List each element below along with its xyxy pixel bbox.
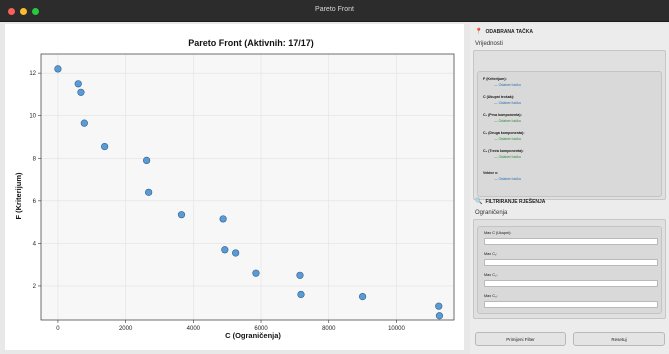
x-axis-label: C (Ograničenja) (225, 331, 281, 340)
field-value-vector-x: — Odaberi tačku (494, 177, 521, 181)
plot-area: 0 2000 4000 6000 8000 10000 2 4 6 8 10 12 (29, 53, 455, 332)
data-point[interactable] (177, 211, 186, 219)
constraints-group: Max C (Ukupni): Max C₁: Max C₂: Max C₃: (473, 219, 666, 319)
field-value-c2: — Odaberi tačku (494, 137, 521, 141)
chart-title: Pareto Front (Aktivnih: 17/17) (188, 38, 314, 48)
data-point[interactable] (80, 119, 88, 127)
selected-point-title: ODABRANA TAČKA (485, 28, 533, 35)
title-bar: Pareto Front (0, 0, 669, 22)
x-tick-label: 6000 (254, 326, 268, 332)
data-point[interactable] (219, 215, 227, 223)
side-panel: 📍 ODABRANA TAČKA Vrijednosti F (Kriterij… (470, 24, 669, 354)
constraints-box: Max C (Ukupni): Max C₁: Max C₂: Max C₃: (477, 226, 662, 314)
y-tick-label: 10 (29, 114, 36, 120)
max-c1-input[interactable] (484, 259, 658, 266)
field-label-c: C (Ukupni trošak): (483, 95, 515, 99)
field-label-c1: C₁ (Prva komponenta): (483, 113, 522, 117)
max-c3-input[interactable] (484, 301, 658, 308)
magnifier-icon: 🔍 (475, 199, 483, 205)
max-c-input[interactable] (484, 238, 658, 245)
field-label-vector-x: Vektor x: (483, 171, 499, 175)
y-tick-label: 4 (33, 241, 37, 247)
data-point[interactable] (143, 156, 151, 164)
max-c2-input[interactable] (484, 280, 658, 287)
data-point[interactable] (74, 80, 82, 88)
field-value-f: — Odaberi tačku (494, 83, 521, 87)
x-tick-label: 10000 (388, 326, 405, 332)
field-label-c3: C₃ (Treća komponenta): (483, 149, 524, 153)
window-title: Pareto Front (315, 6, 354, 13)
axes-frame (40, 53, 455, 321)
field-value-c3: — Odaberi tačku (494, 155, 521, 159)
constraints-group-label: Ograničenja (475, 210, 508, 216)
data-point[interactable] (296, 271, 304, 279)
x-tick-label: 4000 (187, 326, 201, 332)
data-point[interactable] (101, 142, 109, 151)
filter-title: FILTRIRANJE RJEŠENJA (485, 198, 546, 205)
max-c1-label: Max C₁: (484, 252, 498, 256)
data-point[interactable] (435, 312, 444, 320)
data-point[interactable] (221, 246, 229, 254)
field-value-c1: — Odaberi tačku (494, 119, 521, 123)
close-window-button[interactable] (8, 8, 15, 15)
plot-panel: Pareto Front (Aktivnih: 17/17) 0 2000 4000… (5, 24, 464, 350)
x-tick-label: 2000 (119, 326, 133, 332)
data-point[interactable] (358, 292, 367, 301)
y-axis-label: F (Kriterijum) (14, 172, 23, 220)
axes-background (41, 54, 454, 320)
y-tick-label: 2 (33, 284, 37, 290)
apply-filter-button[interactable]: Primijeni Filter (475, 332, 566, 346)
pareto-scatter-plot[interactable]: Pareto Front (Aktivnih: 17/17) 0 2000 4000… (5, 24, 464, 350)
zoom-window-button[interactable] (32, 8, 39, 15)
reset-button[interactable]: Resetuj (573, 332, 665, 346)
data-point[interactable] (54, 65, 62, 73)
field-label-f: F (Kriterijum): (483, 77, 507, 81)
max-c2-label: Max C₂: (484, 273, 498, 277)
data-point[interactable] (297, 290, 305, 299)
max-c3-label: Max C₃: (484, 294, 498, 298)
y-tick-label: 12 (29, 71, 36, 77)
data-point[interactable] (435, 302, 443, 310)
max-c-label: Max C (Ukupni): (484, 231, 512, 235)
filter-header: 🔍 FILTRIRANJE RJEŠENJA (475, 198, 546, 206)
y-tick-label: 8 (33, 156, 37, 162)
data-point[interactable] (77, 88, 85, 96)
data-point[interactable] (145, 188, 153, 196)
field-value-c: — Odaberi tačku (494, 101, 521, 105)
data-point[interactable] (232, 249, 240, 257)
selected-point-header: 📍 ODABRANA TAČKA (475, 28, 533, 36)
values-box: F (Kriterijum): — Odaberi tačku C (Ukupn… (477, 71, 662, 197)
pin-icon: 📍 (475, 29, 483, 35)
values-group-label: Vrijednosti (475, 41, 503, 47)
field-label-c2: C₂ (Druga komponenta): (483, 131, 525, 135)
values-group: F (Kriterijum): — Odaberi tačku C (Ukupn… (473, 50, 666, 200)
y-tick-label: 6 (33, 199, 37, 205)
x-tick-label: 8000 (322, 326, 336, 332)
data-point[interactable] (252, 269, 260, 277)
minimize-window-button[interactable] (20, 8, 27, 15)
x-tick-label: 0 (56, 326, 60, 332)
